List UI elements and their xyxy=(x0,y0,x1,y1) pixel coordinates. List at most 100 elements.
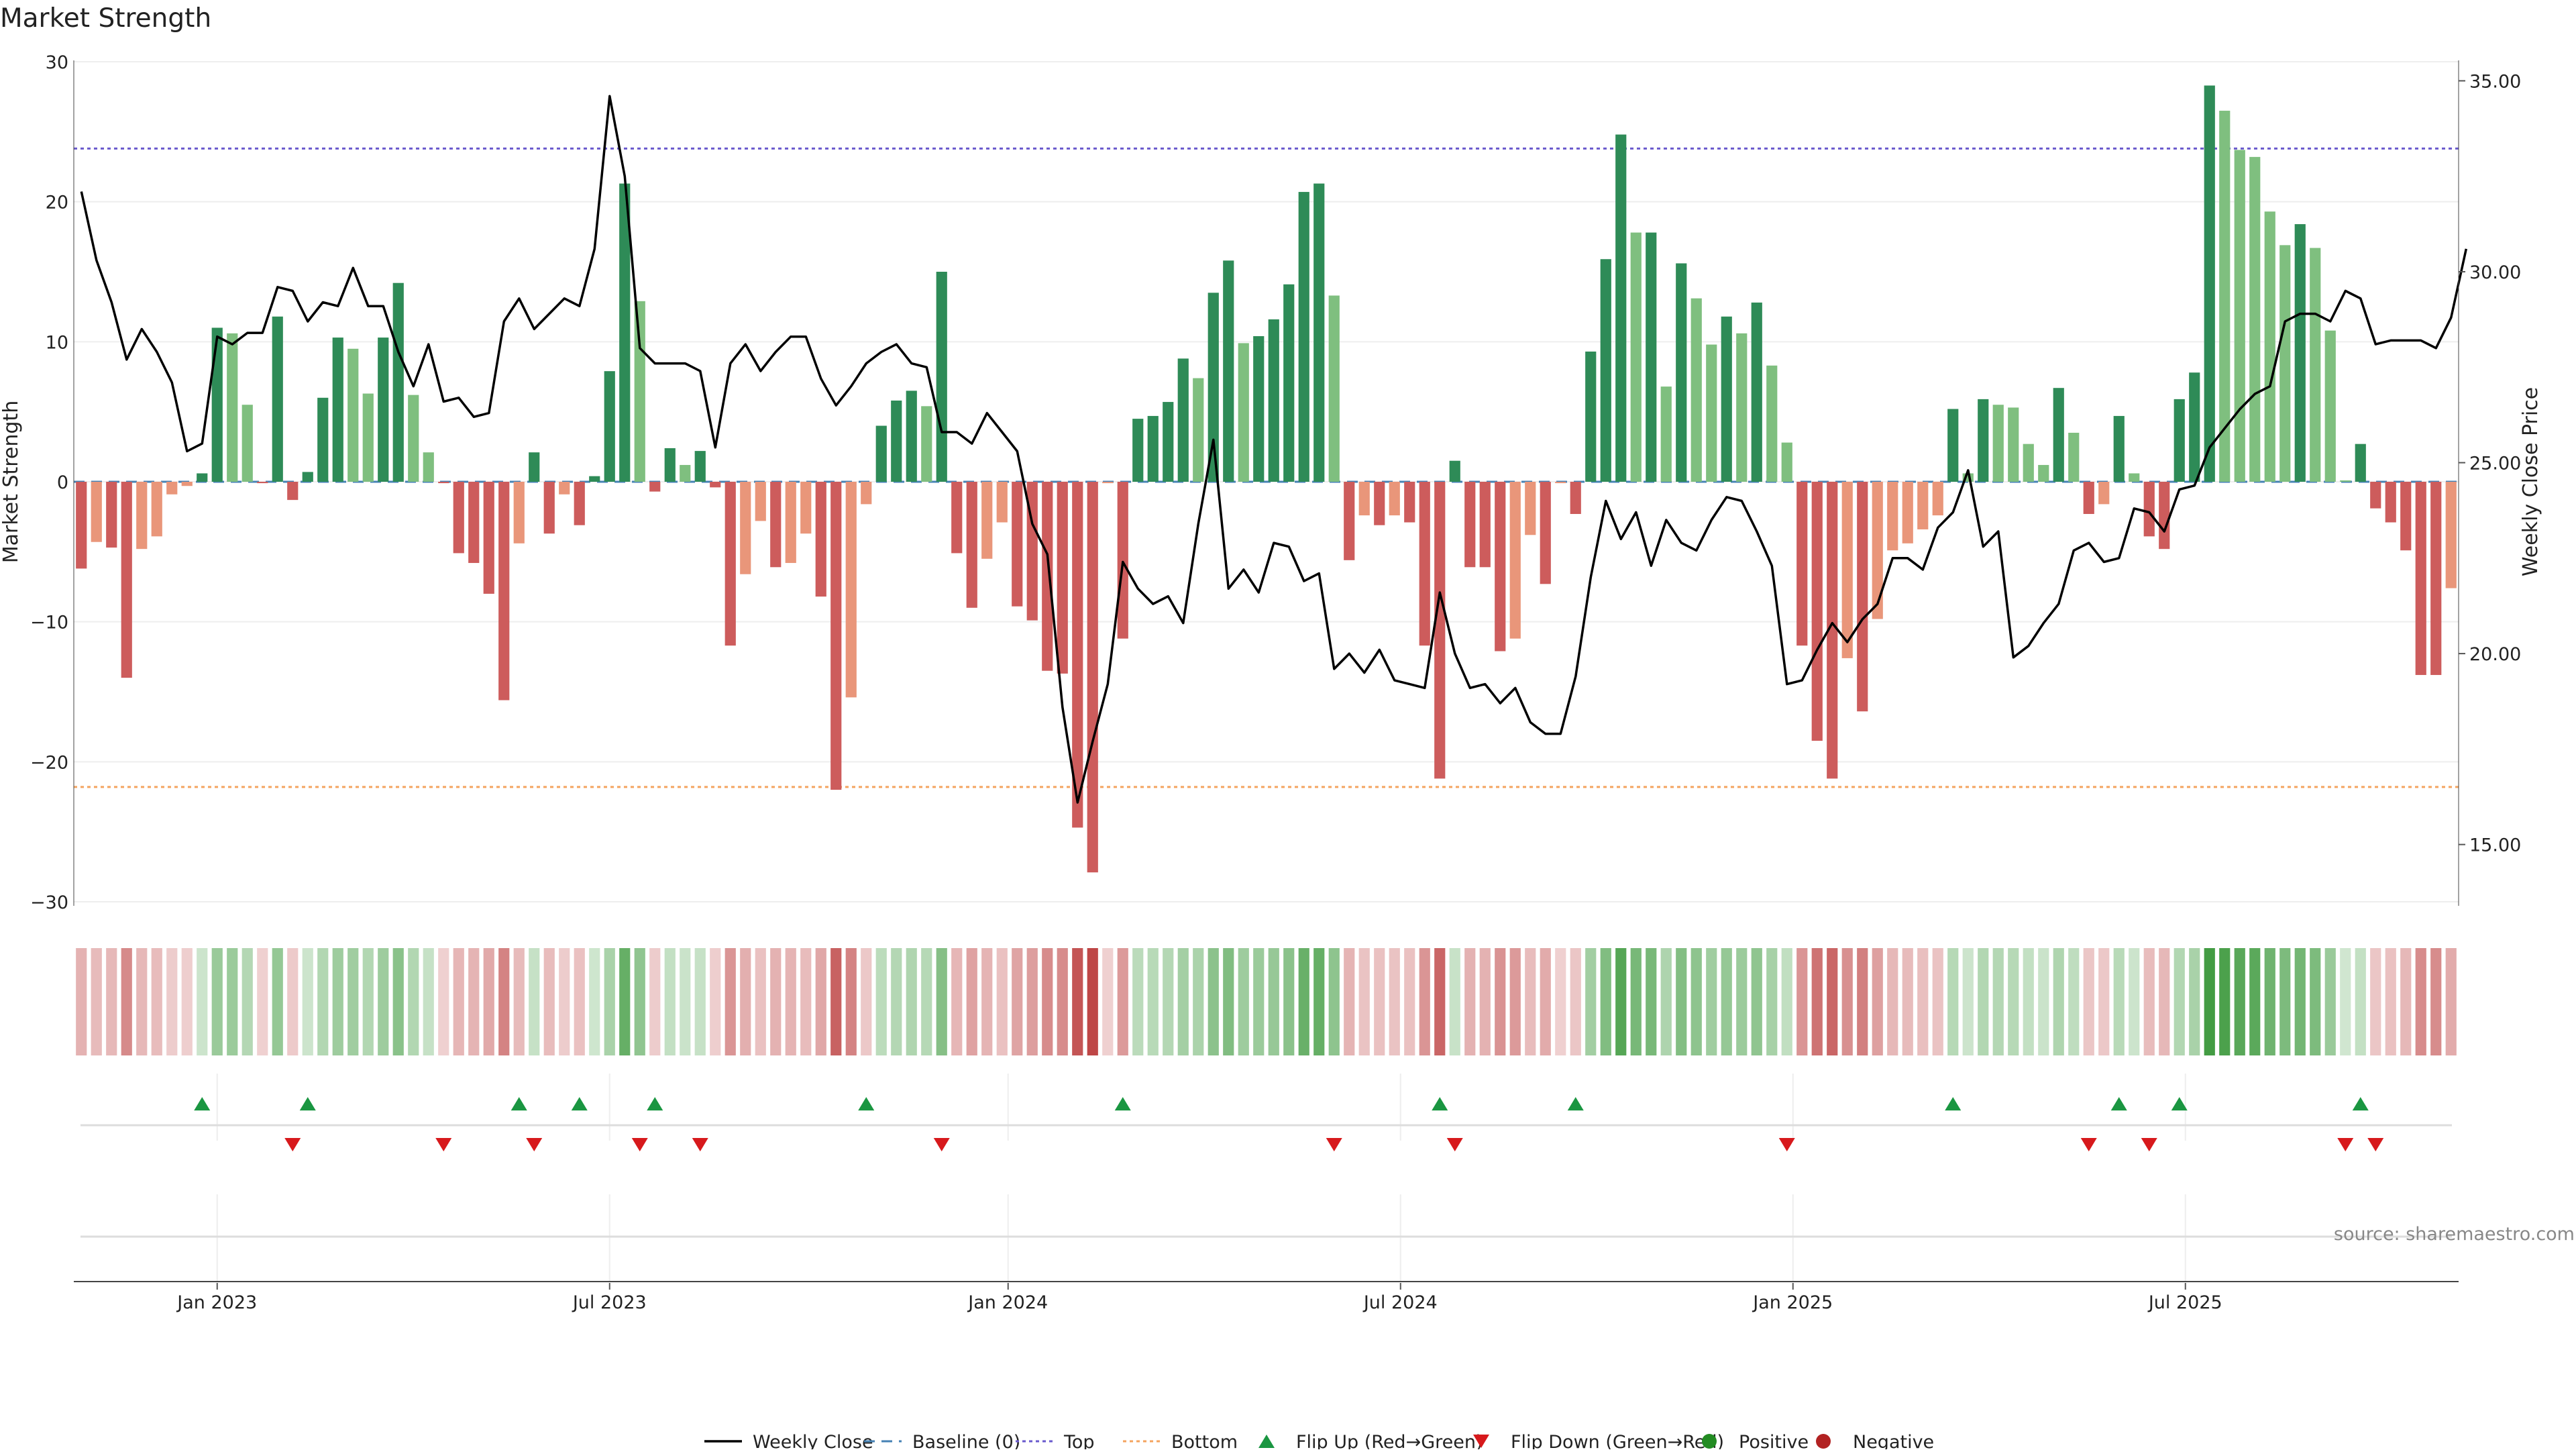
heat-cell xyxy=(1811,948,1823,1055)
heat-cell xyxy=(755,948,766,1055)
heat-cell xyxy=(1841,948,1853,1055)
heat-cell xyxy=(1978,948,1989,1055)
heat-cell xyxy=(770,948,782,1055)
heat-cell xyxy=(423,948,434,1055)
bar-negative xyxy=(1902,482,1913,543)
heat-cell xyxy=(680,948,691,1055)
bar-negative xyxy=(76,482,87,569)
heat-cell xyxy=(1827,948,1838,1055)
bar-positive xyxy=(1208,293,1219,482)
bar-positive xyxy=(1992,405,2004,482)
bar-positive xyxy=(589,476,600,482)
bar-positive xyxy=(694,451,706,482)
heat-cell xyxy=(559,948,570,1055)
bar-negative xyxy=(2445,482,2457,588)
y-tick-right: 25.00 xyxy=(2469,454,2521,474)
bar-positive xyxy=(604,371,615,482)
heat-cell xyxy=(1509,948,1521,1055)
bar-positive xyxy=(1147,415,1159,482)
heat-cell xyxy=(302,948,313,1055)
heat-cell xyxy=(2415,948,2426,1055)
bar-positive xyxy=(1177,358,1189,482)
bar-positive xyxy=(1646,232,1657,482)
heat-cell xyxy=(1525,948,1536,1055)
bar-negative xyxy=(483,482,494,594)
reference-lines xyxy=(74,147,2459,788)
bar-positive xyxy=(2264,211,2275,482)
flip-up-marker xyxy=(1567,1097,1584,1110)
heat-cell xyxy=(1902,948,1913,1055)
bar-negative xyxy=(981,482,993,559)
bar-negative xyxy=(166,482,178,495)
bar-negative xyxy=(1872,482,1883,619)
bar-negative xyxy=(559,482,570,495)
bar-negative xyxy=(1841,482,1853,658)
heat-cell xyxy=(1238,948,1249,1055)
y-tick-left: 30 xyxy=(46,52,68,73)
bar-positive xyxy=(921,406,932,482)
bar-negative xyxy=(2400,482,2412,551)
bar-positive xyxy=(2310,248,2321,482)
heat-cell xyxy=(2098,948,2110,1055)
heat-cell xyxy=(891,948,902,1055)
bar-positive xyxy=(2219,111,2231,482)
legend-label-weekly-close: Weekly Close xyxy=(753,1432,873,1449)
flip-down-marker xyxy=(1446,1138,1463,1151)
bar-negative xyxy=(2370,482,2381,509)
flip-down-marker xyxy=(435,1138,452,1151)
heat-cell xyxy=(1193,948,1204,1055)
bar-positive xyxy=(408,395,419,482)
heat-cell xyxy=(1479,948,1491,1055)
bar-positive xyxy=(936,272,947,482)
bar-negative xyxy=(1540,482,1551,584)
bar-negative xyxy=(1117,482,1128,639)
bar-negative xyxy=(91,482,102,542)
heat-cell xyxy=(121,948,132,1055)
bar-negative xyxy=(1811,482,1823,741)
bar-negative xyxy=(1057,482,1068,674)
bar-positive xyxy=(1298,192,1309,482)
flip-up-marker xyxy=(194,1097,211,1110)
bar-negative xyxy=(136,482,148,550)
heat-cell xyxy=(1857,948,1868,1055)
bar-negative xyxy=(543,482,555,534)
flip-down-marker xyxy=(1778,1138,1795,1151)
legend-label-positive: Positive xyxy=(1739,1432,1809,1449)
bar-negative xyxy=(121,482,132,678)
heat-cell xyxy=(2189,948,2200,1055)
flip-down-marker xyxy=(2367,1138,2384,1151)
heat-cell xyxy=(1268,948,1279,1055)
heat-cell xyxy=(166,948,178,1055)
y-tick-right: 20.00 xyxy=(2469,644,2521,665)
heat-cell xyxy=(1932,948,1943,1055)
heat-cell xyxy=(1646,948,1657,1055)
bar-positive xyxy=(1751,302,1762,482)
flip-down-marker xyxy=(2080,1138,2097,1151)
bar-negative xyxy=(106,482,117,548)
bar-negative xyxy=(966,482,977,608)
bar-positive xyxy=(241,405,253,482)
heat-cell xyxy=(1495,948,1506,1055)
heat-cell xyxy=(861,948,872,1055)
heat-cell xyxy=(2294,948,2306,1055)
heat-cell xyxy=(2279,948,2291,1055)
heat-cell xyxy=(2340,948,2351,1055)
bar-negative xyxy=(1917,482,1929,529)
heat-cell xyxy=(347,948,359,1055)
bar-negative xyxy=(740,482,751,574)
bar-positive xyxy=(1193,378,1204,482)
strength-bars xyxy=(76,85,2457,873)
bar-negative xyxy=(1072,482,1083,828)
flip-down-marker xyxy=(692,1138,708,1151)
heat-cell xyxy=(1736,948,1748,1055)
heat-cell xyxy=(1570,948,1581,1055)
heat-cell xyxy=(362,948,374,1055)
flip-down-marker xyxy=(1326,1138,1342,1151)
heat-cell xyxy=(106,948,117,1055)
bar-positive xyxy=(197,473,208,482)
bar-negative xyxy=(785,482,796,564)
heat-cell xyxy=(800,948,812,1055)
heat-cell xyxy=(2008,948,2019,1055)
heat-cell xyxy=(2249,948,2261,1055)
flip-down-marker xyxy=(631,1138,648,1151)
